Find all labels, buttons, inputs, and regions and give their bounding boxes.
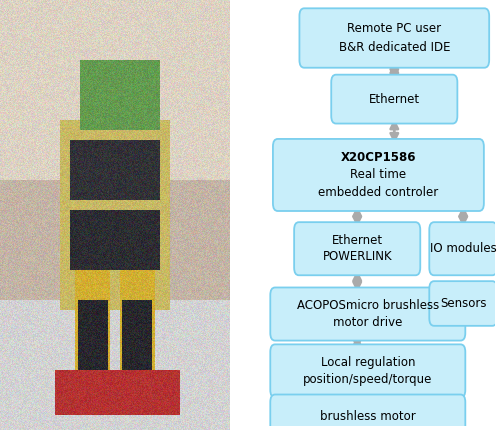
Text: Sensors: Sensors — [440, 297, 486, 310]
Text: Local regulation: Local regulation — [320, 356, 415, 369]
Text: Real time: Real time — [350, 169, 406, 181]
FancyBboxPatch shape — [270, 344, 466, 397]
Text: brushless motor: brushless motor — [320, 410, 416, 423]
Text: Ethernet: Ethernet — [332, 234, 383, 247]
FancyBboxPatch shape — [430, 281, 497, 326]
Text: motor drive: motor drive — [333, 316, 402, 329]
Text: Remote PC user: Remote PC user — [347, 22, 442, 35]
Text: IO modules: IO modules — [430, 242, 496, 255]
FancyBboxPatch shape — [270, 288, 466, 341]
FancyBboxPatch shape — [331, 75, 458, 123]
Text: position/speed/torque: position/speed/torque — [303, 373, 432, 386]
FancyBboxPatch shape — [430, 222, 497, 275]
Text: POWERLINK: POWERLINK — [322, 250, 392, 264]
FancyBboxPatch shape — [300, 8, 489, 68]
FancyBboxPatch shape — [294, 222, 420, 275]
Text: ACOPOSmicro brushless: ACOPOSmicro brushless — [296, 299, 439, 312]
Text: B&R dedicated IDE: B&R dedicated IDE — [338, 41, 450, 54]
Text: embedded controler: embedded controler — [318, 186, 438, 199]
Text: X20CP1586: X20CP1586 — [340, 151, 416, 164]
FancyBboxPatch shape — [273, 139, 484, 211]
Text: Ethernet: Ethernet — [368, 92, 420, 106]
FancyBboxPatch shape — [270, 394, 466, 430]
